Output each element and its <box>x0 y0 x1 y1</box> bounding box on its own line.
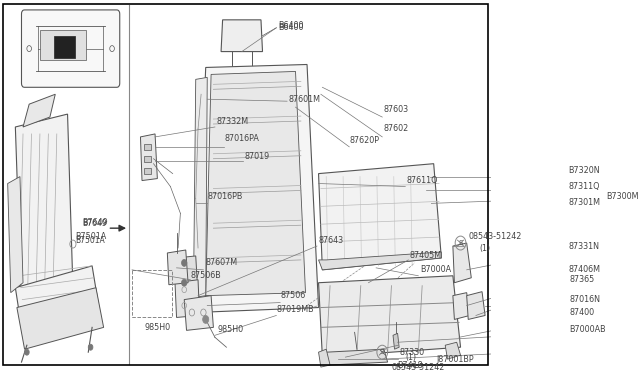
Polygon shape <box>326 349 388 365</box>
Bar <box>54 36 76 58</box>
Text: 87019: 87019 <box>244 152 269 161</box>
Text: B6400: B6400 <box>278 23 303 32</box>
Polygon shape <box>319 276 461 357</box>
Text: B7320N: B7320N <box>568 166 600 175</box>
Text: 87311Q: 87311Q <box>568 182 600 191</box>
Text: B7501A: B7501A <box>76 235 105 244</box>
Polygon shape <box>196 64 319 312</box>
Text: 87506B: 87506B <box>190 271 221 280</box>
Text: B7649: B7649 <box>82 218 108 227</box>
Polygon shape <box>319 164 442 270</box>
Text: 87506: 87506 <box>280 291 305 300</box>
Polygon shape <box>393 333 399 349</box>
Text: 87019MB: 87019MB <box>276 305 314 314</box>
Text: B7418: B7418 <box>397 360 423 369</box>
Polygon shape <box>319 252 442 270</box>
Bar <box>143 144 151 150</box>
Text: 87603: 87603 <box>384 105 409 113</box>
Polygon shape <box>205 71 305 296</box>
Text: 87406M: 87406M <box>568 265 600 274</box>
Polygon shape <box>445 342 461 359</box>
Circle shape <box>24 349 29 355</box>
Text: B7501A: B7501A <box>76 232 106 241</box>
Text: 87601M: 87601M <box>289 95 321 104</box>
Polygon shape <box>8 177 23 293</box>
Text: (1): (1) <box>405 353 417 362</box>
Text: 87330: 87330 <box>399 348 424 357</box>
Text: 87365: 87365 <box>570 275 595 284</box>
Text: 87331N: 87331N <box>568 241 599 250</box>
Text: 08543-51242: 08543-51242 <box>468 232 522 241</box>
Text: 08543-51242: 08543-51242 <box>392 363 445 372</box>
Polygon shape <box>15 114 73 305</box>
Text: B7300M: B7300M <box>606 192 639 201</box>
Text: 87016PA: 87016PA <box>224 134 259 143</box>
Circle shape <box>203 315 209 323</box>
Polygon shape <box>467 292 485 320</box>
Polygon shape <box>175 280 200 317</box>
Polygon shape <box>453 243 471 283</box>
Text: B7000A: B7000A <box>420 265 452 274</box>
Text: 87400: 87400 <box>570 308 595 317</box>
Text: 87332M: 87332M <box>216 116 248 125</box>
Text: 87611Q: 87611Q <box>407 176 438 185</box>
Bar <box>40 30 86 60</box>
Polygon shape <box>319 349 330 367</box>
Text: B7649: B7649 <box>82 219 107 228</box>
Polygon shape <box>177 256 198 299</box>
Text: 87016N: 87016N <box>570 295 600 304</box>
Polygon shape <box>167 250 188 285</box>
Circle shape <box>182 279 187 286</box>
Text: 87301M: 87301M <box>568 198 600 207</box>
Text: 87016PB: 87016PB <box>207 192 243 201</box>
Text: 87620P: 87620P <box>349 137 380 145</box>
Circle shape <box>182 259 187 266</box>
Bar <box>143 168 151 174</box>
Text: B6400: B6400 <box>278 21 303 30</box>
Bar <box>143 156 151 162</box>
Text: 87607M: 87607M <box>205 259 238 267</box>
Polygon shape <box>453 293 470 320</box>
Polygon shape <box>193 77 207 298</box>
Text: 87643: 87643 <box>319 235 344 244</box>
Text: 87405M: 87405M <box>410 251 442 260</box>
Polygon shape <box>17 288 104 349</box>
Circle shape <box>88 344 93 350</box>
Text: 985H0: 985H0 <box>217 325 243 334</box>
Polygon shape <box>184 296 213 330</box>
Polygon shape <box>15 266 100 337</box>
Text: 87602: 87602 <box>384 125 409 134</box>
Text: (1): (1) <box>480 244 491 253</box>
Text: S: S <box>458 240 463 246</box>
Text: J87001BP: J87001BP <box>436 355 474 363</box>
Polygon shape <box>23 94 55 127</box>
Text: 985H0: 985H0 <box>144 323 170 332</box>
Polygon shape <box>221 20 262 52</box>
Text: B7000AB: B7000AB <box>570 325 606 334</box>
FancyBboxPatch shape <box>22 10 120 87</box>
Text: S: S <box>380 349 385 355</box>
Polygon shape <box>140 134 157 180</box>
